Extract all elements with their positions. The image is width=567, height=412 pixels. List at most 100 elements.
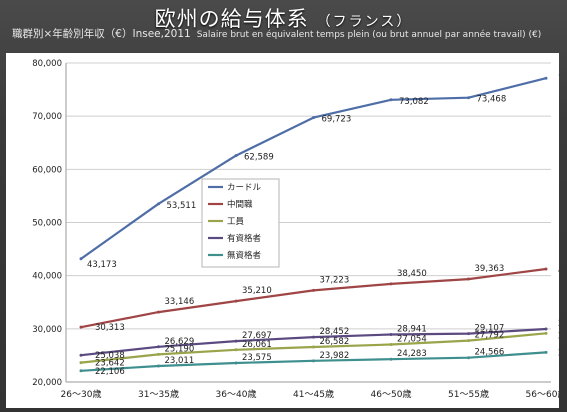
data-label: 28,452 — [320, 327, 350, 337]
data-label: 26,629 — [165, 337, 195, 347]
y-tick-label: 50,000 — [32, 219, 62, 229]
data-label: 73,082 — [399, 97, 429, 107]
data-label: 25,038 — [95, 351, 125, 361]
chart-subtitle: 職群別×年齢別年収（€）Insee,2011 Salaire brut en éq… — [12, 26, 562, 41]
data-label: 27,792 — [475, 331, 505, 341]
data-point — [467, 356, 470, 360]
x-tick-label: 51～55歳 — [448, 388, 489, 400]
data-point — [79, 353, 83, 357]
data-label: 22,106 — [95, 367, 125, 377]
data-label: 23,011 — [165, 356, 195, 366]
data-label: 29,977 — [558, 319, 559, 329]
data-label: 29,107 — [475, 324, 505, 334]
x-tick-label: 41～45歳 — [293, 388, 334, 400]
x-tick-label: 36～40歳 — [216, 388, 257, 400]
data-label: 25,575 — [558, 348, 559, 358]
data-label: 27,697 — [242, 331, 272, 341]
data-label: 24,566 — [475, 348, 505, 358]
data-point — [544, 267, 548, 271]
data-label: 69,723 — [322, 115, 352, 125]
data-point — [157, 364, 160, 368]
data-point — [79, 325, 83, 329]
series-line — [80, 267, 547, 329]
data-point — [389, 332, 393, 336]
data-label: 33,146 — [165, 297, 195, 307]
data-label: 25,190 — [165, 344, 195, 354]
data-label: 30,313 — [95, 323, 125, 333]
series-line — [80, 77, 547, 260]
data-point — [79, 369, 83, 373]
line-chart: 20,000 30,000 40,000 50,000 60,000 70,000 80,0… — [32, 59, 567, 400]
data-point — [389, 282, 393, 286]
y-axis: 20,000 30,000 40,000 50,000 60,000 70,000 80,0… — [32, 59, 67, 388]
y-tick-label: 20,000 — [32, 378, 62, 388]
page-title: 欧州の給与体系 （フランス） — [0, 3, 567, 33]
data-label: 29,154 — [558, 331, 559, 341]
series-lines — [79, 76, 548, 373]
data-point — [312, 359, 315, 363]
x-tick-label: 56～60歳 — [526, 388, 559, 400]
data-point — [467, 332, 470, 336]
legend-label: 中間職 — [227, 199, 253, 210]
legend-label: 有資格者 — [227, 233, 262, 244]
title-text: 欧州の給与体系 — [154, 7, 309, 31]
data-label: 23,575 — [242, 353, 272, 363]
data-label: 35,210 — [242, 286, 272, 296]
y-tick-label: 80,000 — [32, 59, 62, 69]
data-point — [157, 310, 160, 314]
data-label: 26,061 — [242, 340, 272, 350]
data-label: 41,261 — [558, 266, 559, 276]
y-tick-label: 30,000 — [32, 325, 62, 335]
x-axis: 26～30歳 31～35歳 36～40歳 41～45歳 46～50歳 51～55歳 56～6… — [61, 381, 566, 400]
data-label: 37,223 — [320, 275, 350, 285]
data-point — [544, 331, 548, 335]
data-point — [312, 288, 315, 292]
data-point — [157, 352, 160, 356]
legend-box — [201, 178, 280, 268]
data-point — [79, 361, 83, 365]
data-point — [389, 342, 393, 346]
data-point — [544, 327, 548, 331]
chart-area: 20,000 30,000 40,000 50,000 60,000 70,000 80,0… — [6, 53, 567, 408]
data-point — [467, 339, 470, 343]
x-tick-label: 26～30歳 — [61, 388, 102, 400]
legend-label: カードル — [227, 183, 262, 193]
data-label: 26,582 — [320, 337, 350, 347]
y-tick-label: 70,000 — [32, 112, 62, 122]
data-label: 62,589 — [244, 153, 274, 163]
data-label: 28,941 — [397, 324, 427, 334]
data-point — [389, 357, 393, 361]
data-label: 23,982 — [320, 351, 350, 361]
y-tick-label: 60,000 — [32, 165, 62, 175]
data-point — [312, 335, 315, 339]
legend-label: 工員 — [227, 217, 245, 227]
title-suffix: （フランス） — [316, 14, 413, 30]
data-label: 77,132 — [558, 74, 559, 84]
data-label: 39,363 — [475, 264, 505, 274]
data-label: 38,450 — [397, 269, 427, 279]
data-point — [312, 116, 315, 120]
subtitle-source: Salaire brut en équivalent temps plein (… — [196, 30, 542, 40]
data-label: 43,173 — [87, 260, 117, 270]
data-label: 73,468 — [477, 95, 507, 105]
data-point — [234, 348, 238, 352]
x-tick-label: 31～35歳 — [138, 388, 179, 400]
legend-label: 無資格者 — [227, 250, 262, 261]
data-point — [234, 339, 238, 343]
data-label: 27,054 — [397, 334, 427, 344]
data-point — [389, 98, 393, 102]
data-point — [312, 345, 315, 349]
subtitle-text: 職群別×年齢別年収（€）Insee,2011 — [12, 28, 191, 40]
data-labels: 43,173 53,511 62,589 69,723 73,082 73,468 77,1… — [87, 74, 567, 377]
data-label: 23,642 — [95, 359, 125, 369]
data-point — [157, 345, 160, 349]
data-point — [234, 361, 238, 365]
data-point — [544, 76, 548, 80]
data-point — [79, 257, 83, 261]
data-label: 24,283 — [397, 349, 427, 359]
x-tick-label: 46～50歳 — [371, 388, 412, 400]
data-point — [544, 350, 548, 354]
data-point — [234, 154, 238, 158]
data-point — [157, 202, 160, 206]
